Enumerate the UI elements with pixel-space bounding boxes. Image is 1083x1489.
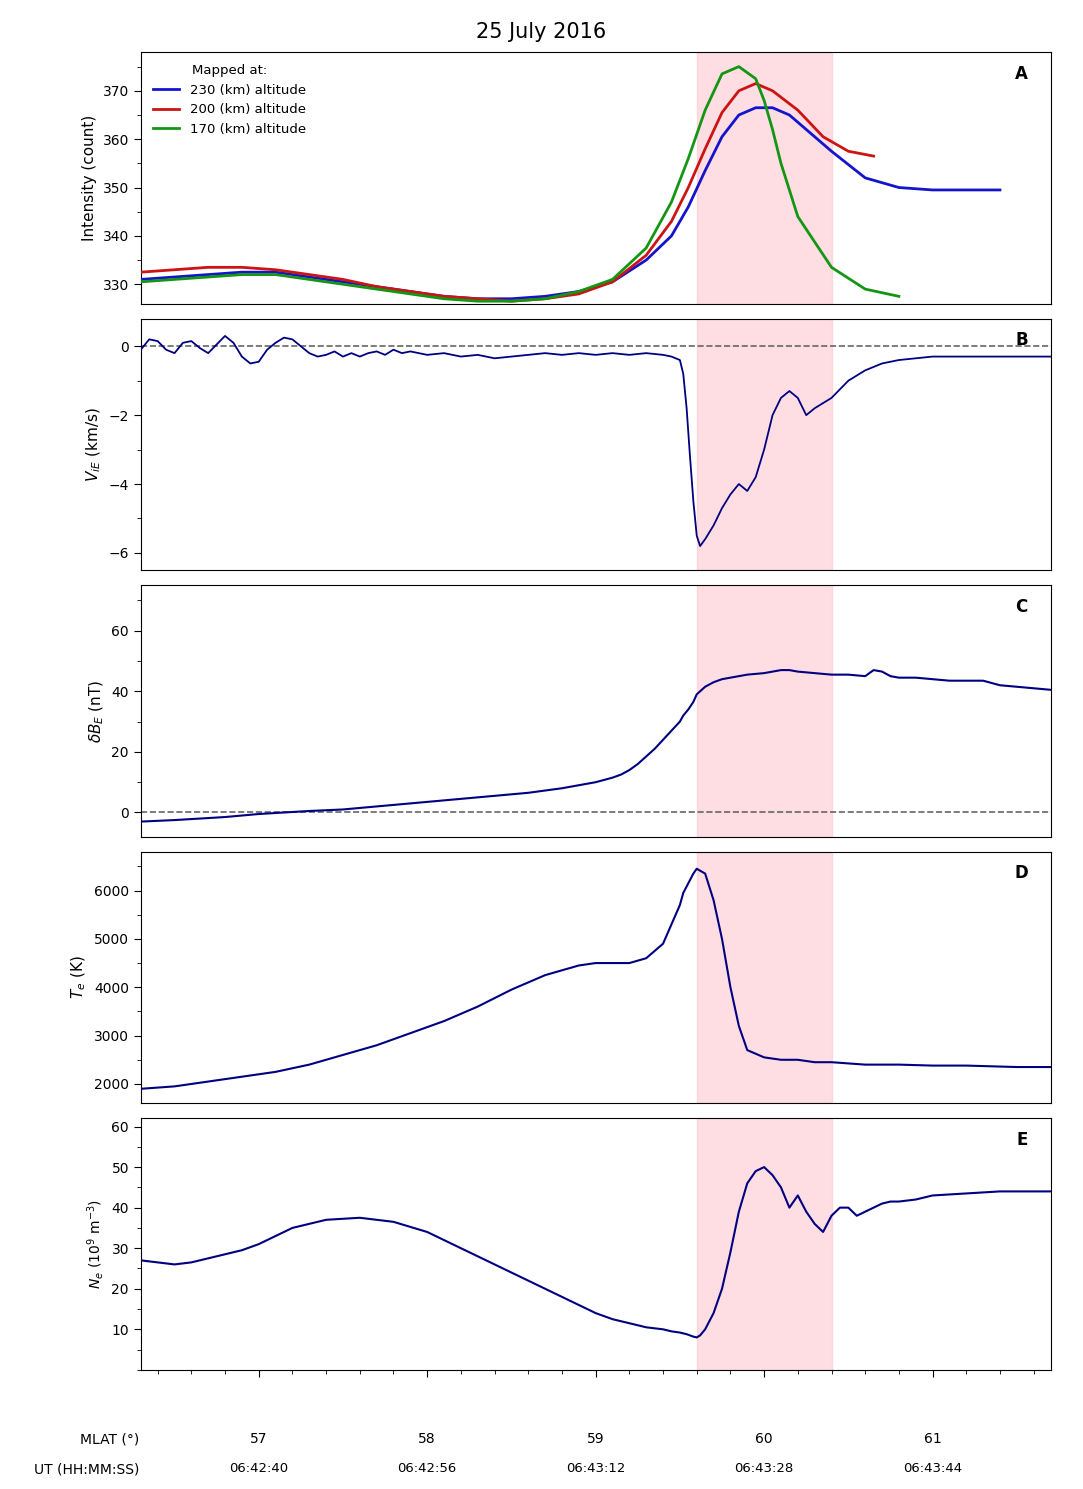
- Text: UT (HH:MM:SS): UT (HH:MM:SS): [35, 1462, 140, 1476]
- Y-axis label: $N_e$ (10$^9$ m$^{-3}$): $N_e$ (10$^9$ m$^{-3}$): [84, 1199, 106, 1289]
- Bar: [696, 1118, 832, 1370]
- Bar: [696, 52, 832, 304]
- Text: 59: 59: [587, 1432, 604, 1446]
- Text: 06:43:12: 06:43:12: [566, 1462, 625, 1476]
- Text: MLAT (°): MLAT (°): [80, 1432, 140, 1446]
- Text: C: C: [1016, 597, 1028, 616]
- Text: 06:43:44: 06:43:44: [903, 1462, 962, 1476]
- Text: A: A: [1015, 64, 1028, 83]
- Text: 25 July 2016: 25 July 2016: [477, 22, 606, 42]
- Text: 06:43:28: 06:43:28: [734, 1462, 794, 1476]
- Text: D: D: [1014, 865, 1028, 883]
- Text: E: E: [1016, 1132, 1028, 1150]
- Bar: [696, 319, 832, 570]
- Y-axis label: $V_{iE}$ (km/s): $V_{iE}$ (km/s): [84, 406, 103, 482]
- Y-axis label: Intensity (count): Intensity (count): [82, 115, 97, 241]
- Text: 60: 60: [755, 1432, 773, 1446]
- Bar: [696, 852, 832, 1103]
- Bar: [696, 585, 832, 837]
- Text: 58: 58: [418, 1432, 436, 1446]
- Text: 61: 61: [924, 1432, 941, 1446]
- Legend: 230 (km) altitude, 200 (km) altitude, 170 (km) altitude: 230 (km) altitude, 200 (km) altitude, 17…: [147, 58, 311, 141]
- Text: 06:42:56: 06:42:56: [397, 1462, 457, 1476]
- Y-axis label: $T_e$ (K): $T_e$ (K): [70, 956, 89, 999]
- Text: 57: 57: [250, 1432, 268, 1446]
- Text: B: B: [1015, 331, 1028, 350]
- Y-axis label: $\delta B_E$ (nT): $\delta B_E$ (nT): [88, 679, 106, 743]
- Text: 06:42:40: 06:42:40: [230, 1462, 288, 1476]
